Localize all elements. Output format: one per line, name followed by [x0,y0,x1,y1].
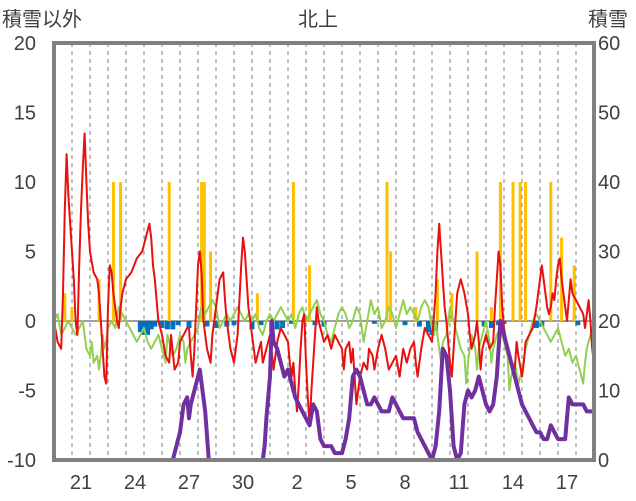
right-tick-label: 60 [598,33,620,55]
negative_bars-bar [425,321,431,333]
negative_bars-bar [488,321,494,328]
chart-title: 北上 [298,7,338,31]
x-tick-label: 11 [449,472,470,494]
right-tick-label: 40 [598,172,620,194]
negative_bars-bar [137,321,143,333]
negative_bars-bar [533,321,539,328]
precipitation-bar [389,251,393,321]
right-tick-label: 10 [598,381,620,403]
negative_bars-bar [213,321,219,328]
precipitation-bar [498,182,502,321]
precipitation-bar [489,307,493,321]
x-tick-label: 24 [124,472,146,494]
negative_bars-bar [152,321,158,327]
right-tick-label: 30 [598,242,620,264]
precipitation-bar [119,182,123,321]
negative_bars-bar [402,321,408,326]
negative_bars-bar [170,321,176,330]
precipitation-bar [524,182,528,321]
negative_bars-bar [148,321,154,330]
precipitation-bar [518,182,522,321]
left-tick-label: 0 [25,311,36,333]
precipitation-bar [549,182,553,321]
precipitation-bar [167,182,171,321]
precipitation-bar [308,265,312,321]
negative_bars-bar [258,321,264,326]
precipitation-bar [255,293,259,321]
precipitation-bar [475,251,479,321]
precipitation-bar [70,307,74,321]
left-tick-label: -10 [7,450,36,472]
negative_bars-bar [416,321,422,327]
negative_bars-bar [274,321,280,330]
series-lines [53,132,595,462]
x-tick-label: 17 [556,472,578,494]
snow_depth-line [54,319,594,462]
negative_bars-bar [481,321,487,327]
x-tick-label: 5 [345,472,356,494]
precipitation-bar [63,293,67,321]
negative_bars-bar [575,321,581,326]
x-tick-label: 14 [502,472,524,494]
precipitation-bar [385,182,389,321]
precipitation-bar [111,182,115,321]
x-tick-label: 8 [399,472,410,494]
x-tick-label: 27 [178,472,200,494]
x-tick-label: 2 [291,472,302,494]
left-axis-label: 積雪以外 [2,7,82,31]
negative_bars-bar [145,321,151,335]
precipitation-bar [414,307,418,321]
x-tick-label: 21 [70,472,92,494]
left-tick-label: 5 [25,242,36,264]
left-tick-label: 10 [14,172,36,194]
negative_bars-bar [371,321,377,324]
precipitation-bar [435,279,439,321]
negative_bars-bar [280,321,286,328]
vertical-gridlines [71,43,577,460]
left-tick-label: 20 [14,33,36,55]
negative_bars-bar [164,321,170,330]
negative_bars-bar [204,321,210,327]
negative_bars-bar [175,321,181,326]
negative_bars-bar [289,321,295,324]
negative_bars-bar [231,321,237,326]
negative_bars-bar [159,321,165,328]
negative_bars-bar [186,321,192,328]
right-tick-label: 0 [598,450,609,472]
precipitation-bars [63,182,576,321]
precipitation-bar [291,182,295,321]
precipitation-bar [450,293,454,321]
precipitation-bar [209,251,213,321]
precipitation-bar [202,182,206,321]
right-tick-label: 50 [598,103,620,125]
right-tick-label: 20 [598,311,620,333]
left-tick-label: 15 [14,103,36,125]
precipitation-bar [511,182,515,321]
precipitation-bar [572,265,576,321]
precipitation-bar [200,182,204,321]
x-tick-label: 30 [232,472,254,494]
left-tick-label: -5 [18,381,36,403]
negative_bars-bar [249,321,255,330]
plot-frame [52,41,596,462]
right-axis-label: 積雪 [588,7,628,31]
